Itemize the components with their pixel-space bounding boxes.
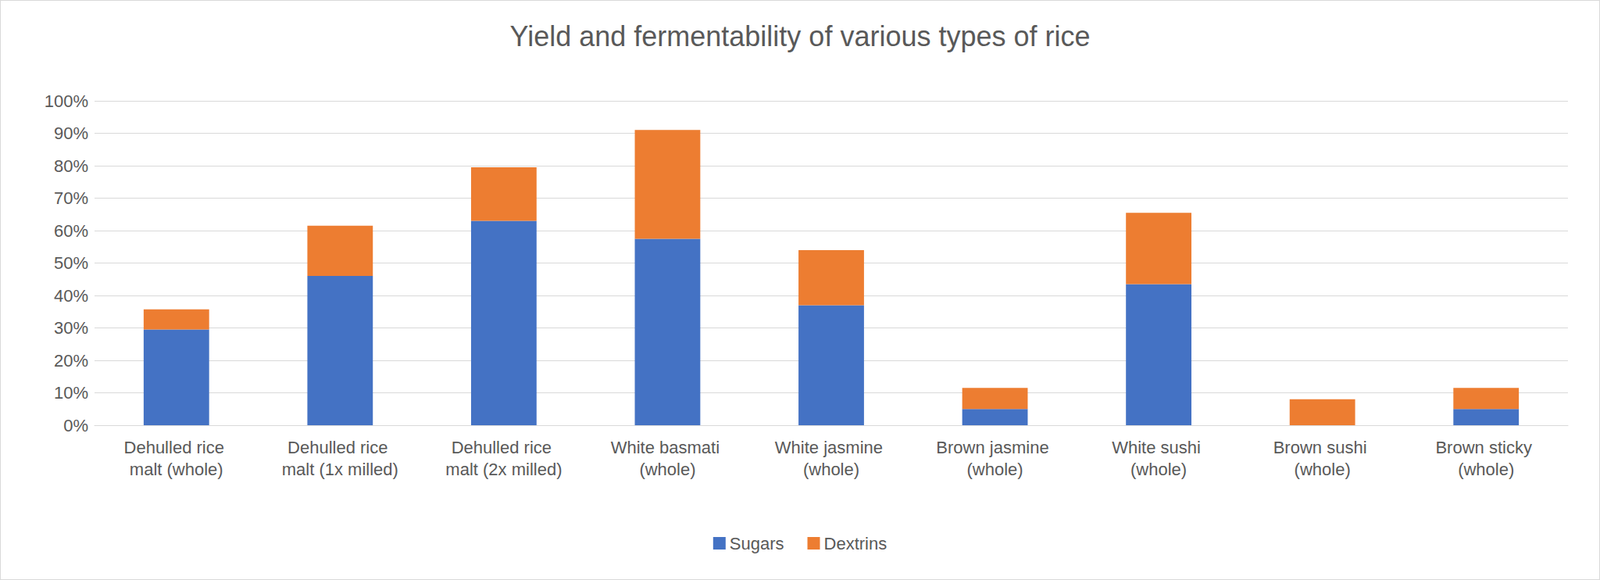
svg-text:0%: 0% xyxy=(63,415,89,436)
svg-text:Dextrins: Dextrins xyxy=(824,533,888,554)
svg-text:malt (whole): malt (whole) xyxy=(129,459,224,479)
svg-text:70%: 70% xyxy=(53,188,89,208)
svg-text:60%: 60% xyxy=(53,221,89,241)
svg-text:Dehulled rice: Dehulled rice xyxy=(124,437,230,458)
svg-text:Dehulled rice: Dehulled rice xyxy=(451,437,558,458)
svg-text:White jasmine: White jasmine xyxy=(775,437,888,458)
svg-text:30%: 30% xyxy=(53,317,89,338)
svg-text:Brown sushi: Brown sushi xyxy=(1273,437,1372,458)
svg-text:(whole): (whole) xyxy=(639,459,696,479)
svg-text:malt (2x milled): malt (2x milled) xyxy=(445,459,562,479)
svg-text:Brown sticky: Brown sticky xyxy=(1435,437,1537,458)
svg-text:50%: 50% xyxy=(53,253,89,273)
svg-text:malt (1x milled): malt (1x milled) xyxy=(282,459,399,479)
svg-text:(whole): (whole) xyxy=(1294,459,1351,479)
svg-text:(whole): (whole) xyxy=(966,459,1023,479)
svg-text:Yield and fermentability of va: Yield and fermentability of various type… xyxy=(509,20,1090,53)
svg-text:Sugars: Sugars xyxy=(729,533,785,554)
svg-text:80%: 80% xyxy=(53,156,89,176)
svg-text:(whole): (whole) xyxy=(803,459,860,479)
svg-text:40%: 40% xyxy=(53,285,89,306)
svg-text:Dehulled rice: Dehulled rice xyxy=(287,437,393,458)
svg-text:90%: 90% xyxy=(53,123,89,143)
svg-text:Brown jasmine: Brown jasmine xyxy=(935,437,1054,458)
svg-text:10%: 10% xyxy=(53,382,89,403)
svg-text:100%: 100% xyxy=(44,91,89,111)
svg-text:White sushi: White sushi xyxy=(1111,437,1206,458)
svg-text:White basmati: White basmati xyxy=(610,437,725,458)
svg-text:(whole): (whole) xyxy=(1457,459,1515,479)
svg-text:(whole): (whole) xyxy=(1130,459,1187,479)
svg-text:20%: 20% xyxy=(53,350,89,371)
